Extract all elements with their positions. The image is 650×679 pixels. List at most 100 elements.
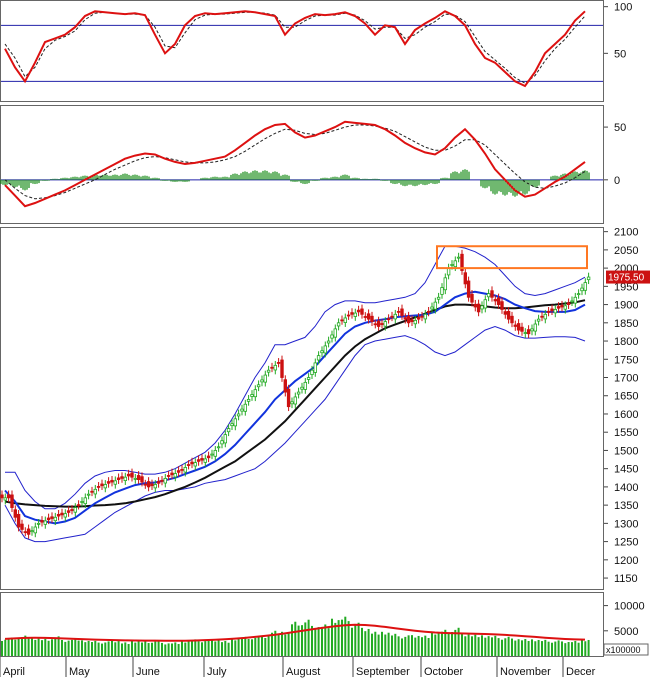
- price-tick-label: 1950: [614, 281, 638, 293]
- volume-bar: [314, 629, 317, 656]
- candle-body: [446, 267, 451, 276]
- candle-body: [473, 303, 477, 308]
- candle-body: [216, 446, 221, 449]
- price-tick-label: 1900: [614, 300, 638, 312]
- volume-bar: [474, 634, 477, 656]
- candle-body: [30, 530, 34, 533]
- volume-bar: [267, 636, 270, 656]
- volume-bar: [237, 639, 240, 656]
- volume-bar: [271, 632, 273, 656]
- candle-body: [6, 494, 11, 499]
- volume-bar: [584, 641, 587, 656]
- macd-panel: [0, 105, 604, 224]
- candle-body: [423, 313, 427, 320]
- candle-body: [103, 484, 107, 489]
- volume-bar: [121, 643, 123, 656]
- candle-body: [223, 434, 227, 444]
- candle-body: [353, 312, 357, 317]
- volume-bar: [94, 640, 97, 656]
- candle-body: [203, 458, 207, 463]
- volume-bar: [561, 641, 563, 656]
- candle-body: [503, 311, 507, 315]
- volume-bar: [187, 641, 190, 656]
- candle-body: [573, 296, 577, 304]
- candle-body: [50, 516, 54, 519]
- price-tick-label: 1450: [614, 464, 638, 476]
- candle-body: [10, 494, 14, 508]
- candle-body: [416, 317, 421, 320]
- volume-bar: [471, 636, 473, 656]
- volume-bar: [274, 630, 277, 656]
- volume-bar: [147, 643, 150, 656]
- candle-body: [26, 528, 31, 535]
- price-tick-label: 1200: [614, 555, 638, 567]
- volume-bar: [124, 642, 127, 656]
- candle-body: [143, 483, 147, 486]
- candle-body: [40, 520, 44, 523]
- month-axis: April May June July August September October No…: [0, 657, 596, 678]
- candle-body: [220, 440, 224, 445]
- volume-unit-box: [603, 643, 649, 656]
- volume-bar: [327, 628, 330, 656]
- candle-body: [80, 501, 84, 503]
- candle-body: [150, 483, 154, 487]
- volume-bar: [277, 633, 280, 656]
- bollinger-lower-line: [4, 325, 586, 543]
- volume-bar: [571, 642, 573, 656]
- volume-bar: [461, 633, 463, 656]
- candle-body: [86, 493, 91, 496]
- candle-body: [303, 381, 307, 390]
- volume-bar: [41, 640, 43, 656]
- candle-body: [580, 287, 584, 292]
- candle-body: [173, 473, 177, 478]
- candle-body: [13, 509, 17, 518]
- volume-bar: [227, 642, 230, 656]
- candle-body: [213, 450, 217, 457]
- candle-body: [376, 320, 381, 327]
- volume-bar: [247, 639, 250, 656]
- volume-bar: [527, 641, 530, 656]
- candle-body: [576, 293, 581, 296]
- volume-bar: [577, 642, 580, 656]
- volume-bar: [91, 642, 93, 656]
- candle-body: [256, 384, 261, 388]
- candle-body: [306, 377, 311, 380]
- candle-body: [136, 475, 141, 481]
- volume-bar: [181, 640, 183, 656]
- volume-bar: [494, 635, 497, 656]
- candle-body: [366, 313, 371, 320]
- candle-body: [166, 475, 171, 477]
- month-label: September: [356, 666, 410, 678]
- candle-body: [0, 494, 4, 499]
- candle-body: [490, 290, 494, 298]
- month-label: April: [3, 666, 25, 678]
- volume-bar: [497, 638, 500, 656]
- candle-body: [243, 403, 247, 412]
- candle-body: [563, 305, 567, 310]
- volume-bar: [491, 637, 493, 656]
- volume-bar: [324, 624, 327, 656]
- volume-bar: [544, 639, 547, 656]
- candle-body: [123, 476, 127, 481]
- volume-bar: [67, 640, 70, 656]
- candle-body: [46, 517, 51, 521]
- candle-body: [500, 301, 504, 310]
- candle-body: [326, 340, 331, 344]
- candle-body: [290, 401, 294, 405]
- macd-tick-label: 0: [614, 175, 620, 187]
- candle-body: [60, 512, 64, 516]
- candle-body: [553, 309, 557, 314]
- candle-body: [436, 296, 441, 300]
- volume-bar: [211, 639, 213, 656]
- volume-bar: [441, 631, 443, 656]
- volume-bar: [331, 618, 333, 656]
- volume-bar: [281, 631, 283, 656]
- month-label: October: [424, 666, 463, 678]
- candle-body: [43, 520, 47, 525]
- volume-bar: [397, 636, 400, 656]
- price-tag-background: [606, 270, 650, 284]
- volume-bar: [104, 642, 107, 656]
- stochastic-plot: [1, 10, 603, 88]
- price-tick-label: 1550: [614, 427, 638, 439]
